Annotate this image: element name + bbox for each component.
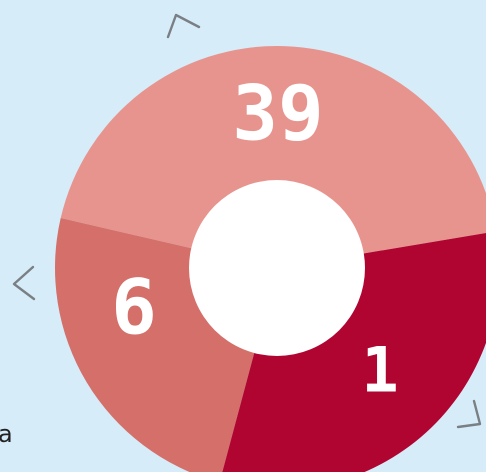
sector-number-top: 39: [232, 69, 324, 158]
rotate-bottom-right-arrow-icon[interactable]: [456, 399, 482, 429]
sector-number-left: 6: [111, 263, 157, 352]
sector-number-bottom-right: 1: [361, 334, 398, 407]
dial-sector-top[interactable]: [60, 46, 486, 268]
rotate-top-arrow-icon[interactable]: [166, 13, 201, 39]
dial-center-hub[interactable]: [189, 180, 365, 356]
rotary-dial: [55, 46, 486, 472]
side-label-fragment: a: [0, 420, 13, 448]
rotate-left-arrow-icon[interactable]: [12, 265, 36, 301]
